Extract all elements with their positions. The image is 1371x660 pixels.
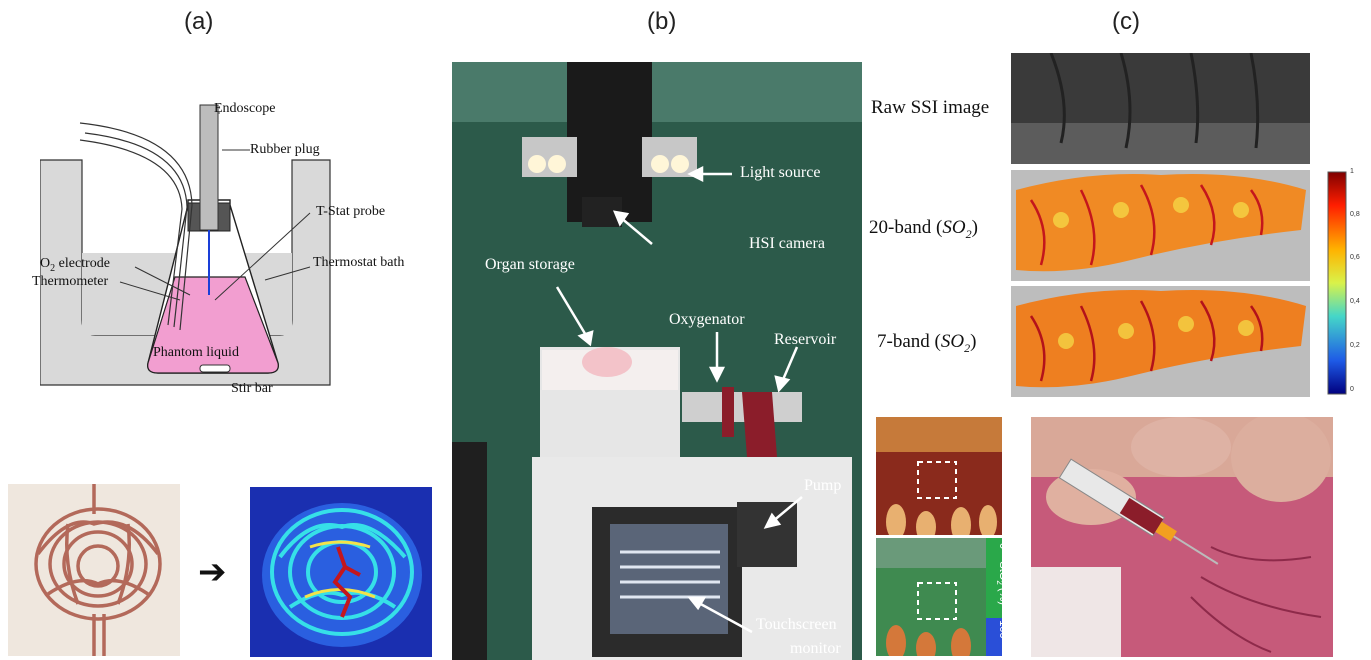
label-tstat-probe: T-Stat probe (316, 204, 386, 219)
panel-label-c: (c) (1112, 8, 1140, 35)
label-oxygenator: Oxygenator (669, 311, 745, 328)
label-touchscreen: Touchscreen (756, 616, 837, 633)
sto2-scale-max: 100 (997, 620, 1009, 639)
sto2-scale-label: 0 StO2 (%) 100 (994, 543, 1009, 639)
label-phantom-liquid: Phantom liquid (153, 345, 239, 360)
colorbar-tick: 0,8 (1350, 211, 1360, 218)
injection-photo (1031, 417, 1333, 657)
panel-label-a: (a) (184, 8, 214, 35)
label-rubber-plug: Rubber plug (250, 142, 320, 157)
endoscopic-sto2-image (876, 538, 1002, 656)
label-hsi-camera: HSI camera (749, 235, 825, 252)
so2-colorbar (1327, 171, 1347, 395)
perfusion-system-photo (452, 62, 862, 660)
panel-label-b: (b) (647, 8, 677, 35)
label-thermostat-bath: Thermostat bath (313, 255, 405, 270)
label-reservoir: Reservoir (774, 331, 837, 348)
label-pump: Pump (804, 477, 842, 494)
raw-ssi-image (1011, 53, 1310, 164)
phantom-sto2-map (250, 487, 432, 657)
colorbar-tick: 0,2 (1350, 342, 1360, 349)
sto2-scale-min: 0 (997, 543, 1009, 550)
arrow-right-icon: ➔ (198, 552, 227, 592)
phantom-vessel-photo (8, 484, 180, 656)
label-raw-ssi: Raw SSI image (871, 97, 990, 118)
colorbar-tick: 0,4 (1350, 298, 1360, 305)
label-light-source: Light source (740, 164, 821, 181)
label-stir-bar: Stir bar (231, 381, 273, 396)
colorbar-ticks: 1 0,8 0,6 0,4 0,2 0 (1350, 168, 1370, 400)
label-20-band: 20-band (SO2) (869, 217, 978, 241)
endoscopic-rgb-image (876, 417, 1002, 535)
sto2-map-20-band (1011, 170, 1310, 281)
label-endoscope: Endoscope (214, 101, 276, 116)
colorbar-tick: 0 (1350, 386, 1354, 393)
label-monitor: monitor (790, 640, 841, 657)
label-o2-electrode: O2 electrode (40, 256, 110, 274)
label-thermometer: Thermometer (32, 274, 109, 289)
label-organ-storage: Organ storage (485, 256, 575, 273)
colorbar-tick: 0,6 (1350, 254, 1360, 261)
label-7-band: 7-band (SO2) (877, 331, 977, 355)
sto2-map-7-band (1011, 286, 1310, 397)
colorbar-tick: 1 (1350, 168, 1354, 175)
phantom-setup-diagram (40, 104, 331, 386)
